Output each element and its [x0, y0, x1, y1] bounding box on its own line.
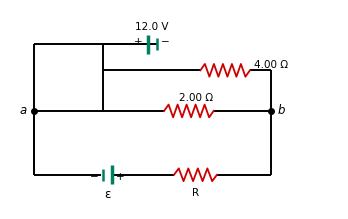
Text: R: R — [192, 188, 199, 198]
Text: +: + — [134, 37, 143, 47]
Text: b: b — [278, 104, 285, 117]
Text: a: a — [20, 104, 27, 117]
Text: 12.0 V: 12.0 V — [135, 22, 169, 32]
Text: +: + — [116, 172, 125, 182]
Text: ε: ε — [104, 188, 111, 201]
Text: 2.00 Ω: 2.00 Ω — [179, 93, 213, 103]
Text: −: − — [89, 172, 98, 182]
Text: 4.00 Ω: 4.00 Ω — [254, 60, 288, 70]
Text: −: − — [161, 37, 170, 47]
